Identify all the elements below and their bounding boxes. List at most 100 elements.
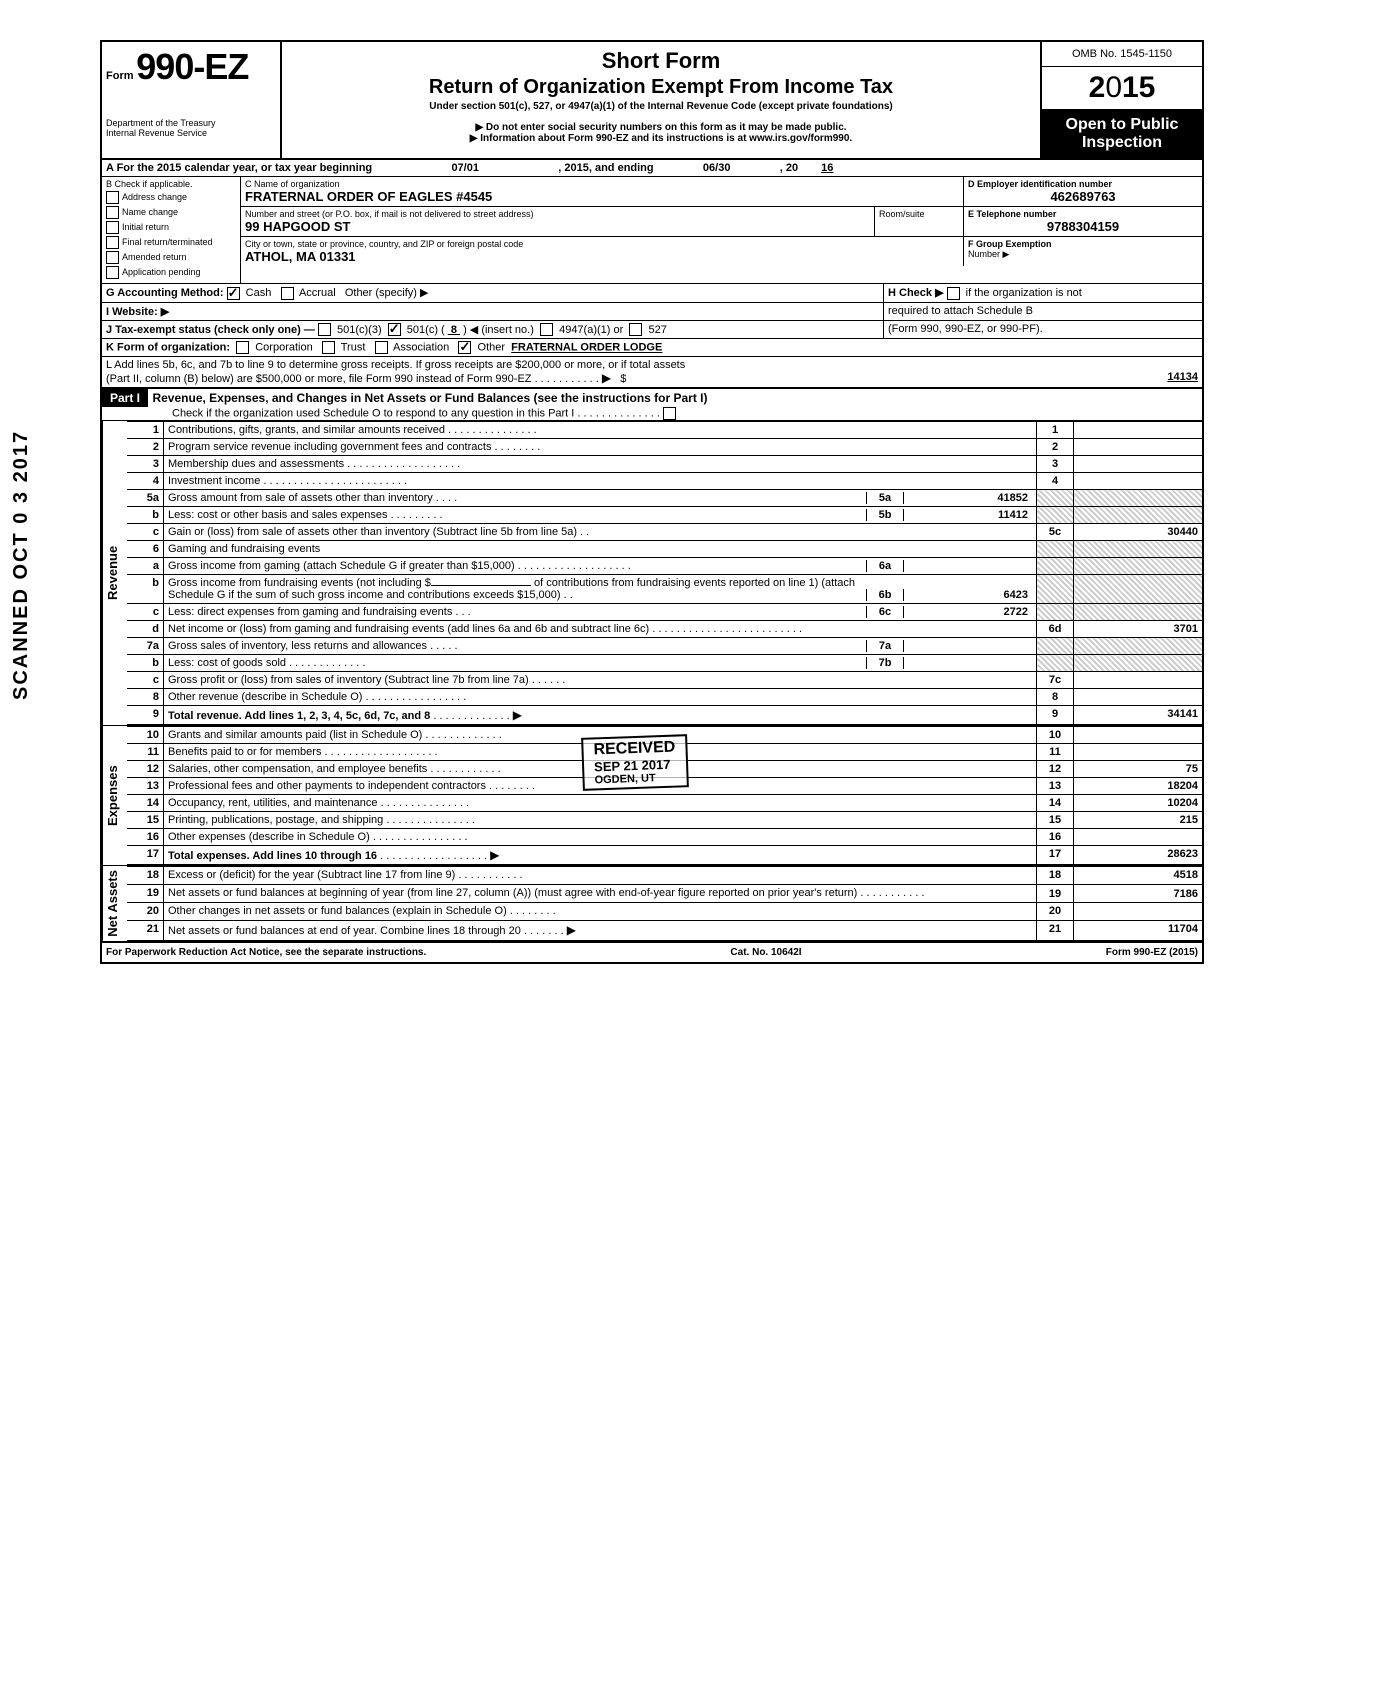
check-4947[interactable] bbox=[540, 323, 553, 336]
line-5c: cGain or (loss) from sale of assets othe… bbox=[127, 524, 1202, 541]
check-527[interactable] bbox=[629, 323, 642, 336]
label-527: 527 bbox=[648, 324, 666, 336]
room-suite-label: Room/suite bbox=[874, 207, 963, 236]
insert-no: 8 bbox=[451, 324, 457, 336]
line-h-text4: (Form 990, 990-EZ, or 990-PF). bbox=[888, 323, 1043, 335]
line-21: 21Net assets or fund balances at end of … bbox=[127, 920, 1202, 940]
dept-treasury: Department of the Treasury bbox=[106, 118, 276, 128]
line-7a: 7a Gross sales of inventory, less return… bbox=[127, 638, 1202, 655]
form-number: 990-EZ bbox=[136, 46, 248, 87]
label-address-change: Address change bbox=[122, 192, 187, 202]
section-c-label: C Name of organization bbox=[245, 179, 959, 189]
check-cash[interactable] bbox=[227, 287, 240, 300]
label-other-org: Other bbox=[478, 342, 506, 354]
label-initial-return: Initial return bbox=[122, 222, 169, 232]
line-6c: c Less: direct expenses from gaming and … bbox=[127, 604, 1202, 621]
check-other-org[interactable] bbox=[458, 341, 471, 354]
part-i-header: Part I Revenue, Expenses, and Changes in… bbox=[102, 389, 1202, 421]
line-8: 8Other revenue (describe in Schedule O) … bbox=[127, 689, 1202, 706]
label-other-method: Other (specify) ▶ bbox=[345, 287, 429, 299]
check-initial-return[interactable] bbox=[106, 221, 119, 234]
header-info-block: B Check if applicable. Address change Na… bbox=[102, 177, 1202, 284]
check-amended[interactable] bbox=[106, 251, 119, 264]
line-a-mid: , 2015, and ending bbox=[558, 162, 653, 174]
check-schedule-b[interactable] bbox=[947, 287, 960, 300]
org-address: 99 HAPGOOD ST bbox=[245, 219, 870, 234]
check-schedule-o[interactable] bbox=[663, 407, 676, 420]
line-j-label: J Tax-exempt status (check only one) — bbox=[106, 324, 315, 336]
subtitle: Under section 501(c), 527, or 4947(a)(1)… bbox=[290, 101, 1032, 112]
section-f-number: Number ▶ bbox=[968, 249, 1198, 260]
other-org-value: FRATERNAL ORDER LODGE bbox=[511, 342, 662, 354]
line-5a: 5a Gross amount from sale of assets othe… bbox=[127, 490, 1202, 507]
line-20: 20Other changes in net assets or fund ba… bbox=[127, 902, 1202, 920]
section-b: B Check if applicable. Address change Na… bbox=[102, 177, 241, 283]
line-l: L Add lines 5b, 6c, and 7b to line 9 to … bbox=[102, 357, 1202, 389]
line-i-label: I Website: ▶ bbox=[106, 306, 169, 318]
section-f-label: F Group Exemption bbox=[968, 239, 1198, 249]
line-l-value: 14134 bbox=[1078, 371, 1198, 385]
check-final-return[interactable] bbox=[106, 236, 119, 249]
tax-year: 20201515 bbox=[1042, 67, 1202, 110]
check-501c3[interactable] bbox=[318, 323, 331, 336]
line-7c: cGross profit or (loss) from sales of in… bbox=[127, 672, 1202, 689]
line-j: J Tax-exempt status (check only one) — 5… bbox=[102, 321, 1202, 340]
note-info: ▶ Information about Form 990-EZ and its … bbox=[290, 133, 1032, 144]
footer-right: Form 990-EZ (2015) bbox=[1106, 947, 1198, 958]
line-h-text3: required to attach Schedule B bbox=[888, 305, 1033, 317]
line-17: 17Total expenses. Add lines 10 through 1… bbox=[127, 846, 1202, 865]
check-app-pending[interactable] bbox=[106, 266, 119, 279]
org-name: FRATERNAL ORDER OF EAGLES #4545 bbox=[245, 189, 959, 204]
line-4: 4Investment income . . . . . . . . . . .… bbox=[127, 473, 1202, 490]
label-assoc: Association bbox=[393, 342, 449, 354]
lines-g-h: G Accounting Method: Cash Accrual Other … bbox=[102, 284, 1202, 303]
line-6b: b Gross income from fundraising events (… bbox=[127, 575, 1202, 604]
line-15: 15Printing, publications, postage, and s… bbox=[127, 812, 1202, 829]
check-assoc[interactable] bbox=[375, 341, 388, 354]
label-app-pending: Application pending bbox=[122, 267, 201, 277]
city-label: City or town, state or province, country… bbox=[245, 239, 959, 249]
scanned-stamp: SCANNED OCT 0 3 2017 bbox=[10, 430, 33, 700]
section-e-label: E Telephone number bbox=[968, 209, 1198, 219]
check-corp[interactable] bbox=[236, 341, 249, 354]
line-a-label: A For the 2015 calendar year, or tax yea… bbox=[106, 162, 372, 174]
side-net-assets: Net Assets bbox=[102, 866, 127, 941]
line-3: 3Membership dues and assessments . . . .… bbox=[127, 456, 1202, 473]
phone: 9788304159 bbox=[968, 219, 1198, 234]
part-i-badge: Part I bbox=[102, 389, 148, 407]
year-begin: 07/01 bbox=[375, 162, 555, 174]
line-18: 18Excess or (deficit) for the year (Subt… bbox=[127, 867, 1202, 885]
expenses-section: RECEIVED SEP 21 2017 OGDEN, UT Expenses … bbox=[102, 726, 1202, 866]
line-6a: a Gross income from gaming (attach Sched… bbox=[127, 558, 1202, 575]
year-val: 16 bbox=[821, 162, 833, 174]
check-trust[interactable] bbox=[322, 341, 335, 354]
revenue-section: Revenue 1Contributions, gifts, grants, a… bbox=[102, 421, 1202, 726]
line-1: 1Contributions, gifts, grants, and simil… bbox=[127, 422, 1202, 439]
year-end: 06/30 bbox=[657, 162, 777, 174]
ein: 462689763 bbox=[968, 189, 1198, 204]
stamp-date: SEP 21 2017 bbox=[594, 757, 676, 775]
line-16: 16Other expenses (describe in Schedule O… bbox=[127, 829, 1202, 846]
line-2: 2Program service revenue including gover… bbox=[127, 439, 1202, 456]
omb-number: OMB No. 1545-1150 bbox=[1042, 42, 1202, 67]
check-501c[interactable] bbox=[388, 323, 401, 336]
open-to-public: Open to Public bbox=[1044, 116, 1200, 134]
check-address-change[interactable] bbox=[106, 191, 119, 204]
addr-label: Number and street (or P.O. box, if mail … bbox=[245, 209, 870, 219]
title-short-form: Short Form bbox=[290, 48, 1032, 74]
side-revenue: Revenue bbox=[102, 421, 127, 725]
check-name-change[interactable] bbox=[106, 206, 119, 219]
part-i-check-label: Check if the organization used Schedule … bbox=[172, 408, 574, 420]
label-final-return: Final return/terminated bbox=[122, 237, 213, 247]
check-accrual[interactable] bbox=[281, 287, 294, 300]
stamp-location: OGDEN, UT bbox=[594, 772, 676, 787]
org-city: ATHOL, MA 01331 bbox=[245, 249, 959, 264]
label-4947: 4947(a)(1) or bbox=[559, 324, 623, 336]
net-assets-section: Net Assets 18Excess or (deficit) for the… bbox=[102, 866, 1202, 943]
label-amended: Amended return bbox=[122, 252, 187, 262]
received-stamp: RECEIVED SEP 21 2017 OGDEN, UT bbox=[581, 734, 689, 791]
line-k: K Form of organization: Corporation Trus… bbox=[102, 339, 1202, 357]
line-6: 6Gaming and fundraising events bbox=[127, 541, 1202, 558]
form-footer: For Paperwork Reduction Act Notice, see … bbox=[102, 943, 1202, 962]
form-prefix: Form bbox=[106, 70, 134, 82]
